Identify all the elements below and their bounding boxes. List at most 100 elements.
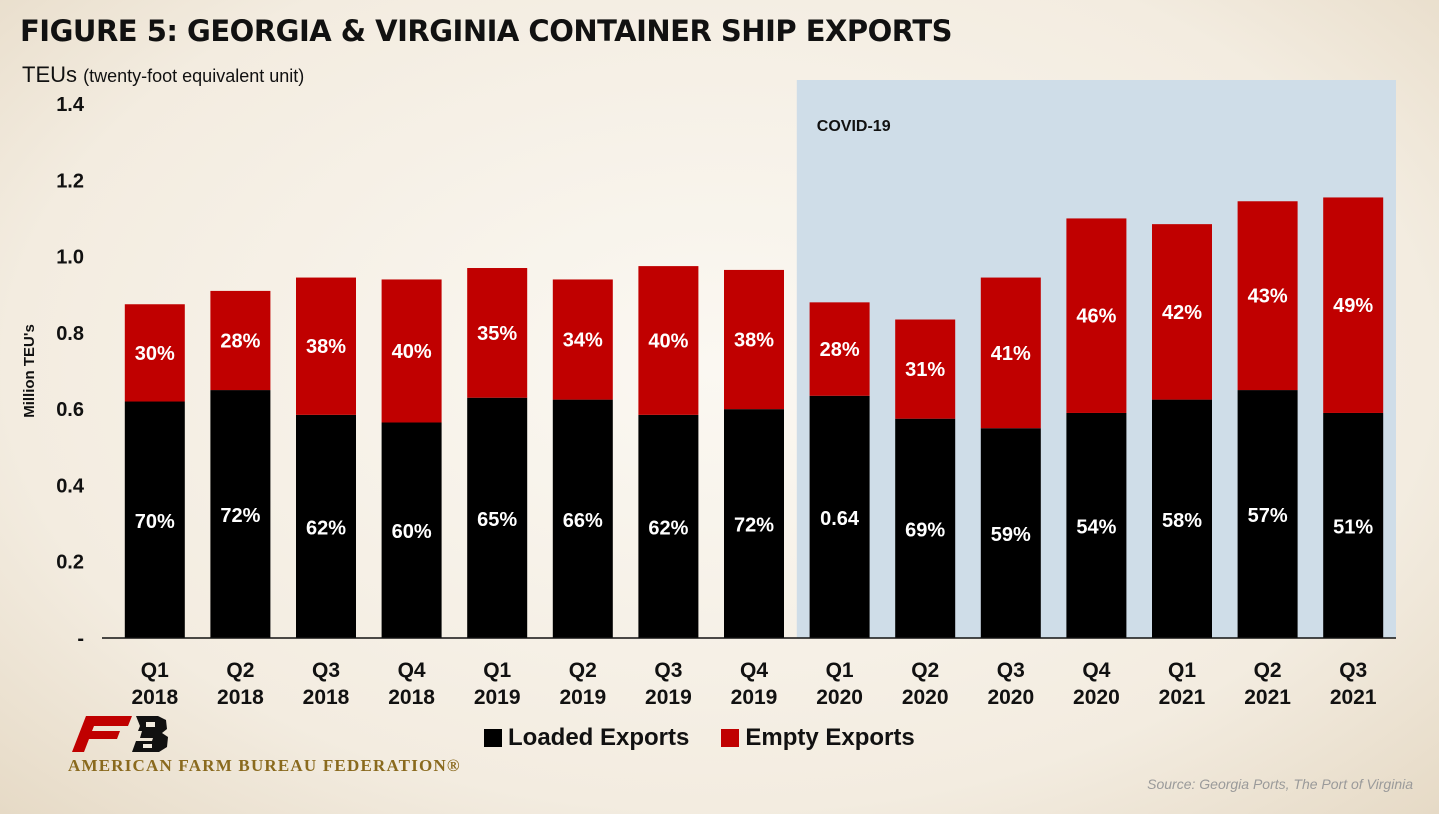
data-label-empty: 49% bbox=[1333, 295, 1373, 317]
bar-loaded-exports bbox=[638, 414, 699, 638]
data-label-loaded: 0.64 bbox=[820, 508, 860, 530]
data-label-loaded: 70% bbox=[135, 511, 175, 533]
data-label-empty: 38% bbox=[734, 330, 774, 352]
x-tick-label-quarter: Q3 bbox=[1339, 659, 1367, 682]
y-tick-label: 0.6 bbox=[56, 399, 84, 421]
legend-item-loaded: Loaded Exports bbox=[484, 724, 689, 752]
x-tick-label-year: 2018 bbox=[131, 686, 178, 709]
data-label-loaded: 69% bbox=[905, 519, 945, 541]
data-label-loaded: 66% bbox=[563, 510, 603, 532]
bar-loaded-exports bbox=[296, 414, 356, 638]
data-label-empty: 41% bbox=[991, 343, 1031, 365]
bar-empty-exports bbox=[1323, 197, 1384, 413]
data-label-empty: 28% bbox=[220, 330, 260, 352]
data-label-empty: 28% bbox=[820, 339, 860, 361]
bar-empty-exports bbox=[381, 279, 442, 423]
x-tick-label-quarter: Q4 bbox=[740, 659, 768, 682]
x-tick-label-quarter: Q3 bbox=[312, 659, 340, 682]
bar-loaded-exports bbox=[895, 418, 956, 638]
data-label-empty: 46% bbox=[1076, 306, 1116, 328]
x-tick-label-year: 2021 bbox=[1244, 686, 1291, 709]
bar-empty-exports bbox=[638, 266, 699, 415]
x-tick-label-quarter: Q2 bbox=[226, 659, 254, 682]
bar-empty-exports bbox=[467, 268, 528, 398]
subtitle-main: TEUs bbox=[22, 62, 77, 87]
data-label-empty: 35% bbox=[477, 323, 517, 345]
data-label-empty: 30% bbox=[135, 343, 175, 365]
bar-empty-exports bbox=[1152, 224, 1212, 400]
x-tick-label-year: 2020 bbox=[987, 686, 1034, 709]
bar-empty-exports bbox=[296, 277, 356, 415]
source-note: Source: Georgia Ports, The Port of Virgi… bbox=[1147, 776, 1413, 792]
bars-group: 70% 30% 72% 28% 62% 38% 60% 40% 65% 35% 66% 34% 62% 4… bbox=[124, 197, 1384, 638]
bar-empty-exports bbox=[210, 290, 271, 391]
bar-loaded-exports bbox=[1066, 412, 1127, 638]
bar-empty-exports bbox=[124, 304, 185, 402]
bar-loaded-exports bbox=[124, 401, 185, 638]
bar-empty-exports bbox=[980, 277, 1041, 429]
bar-empty-exports bbox=[724, 269, 784, 410]
chart-title: FIGURE 5: GEORGIA & VIRGINIA CONTAINER S… bbox=[20, 14, 952, 48]
y-tick-label: 1.2 bbox=[56, 170, 84, 192]
data-label-empty: 34% bbox=[563, 330, 603, 352]
bar-loaded-exports bbox=[210, 390, 271, 638]
bar-loaded-exports bbox=[552, 399, 613, 638]
data-label-loaded: 62% bbox=[306, 517, 346, 539]
y-axis-label: Million TEU's bbox=[21, 324, 38, 418]
x-tick-label-year: 2018 bbox=[217, 686, 264, 709]
covid-label: COVID-19 bbox=[817, 118, 891, 135]
bar-loaded-exports bbox=[381, 422, 442, 638]
data-label-loaded: 60% bbox=[392, 521, 432, 543]
x-tick-label-year: 2018 bbox=[303, 686, 350, 709]
organization-name: AMERICAN FARM BUREAU FEDERATION® bbox=[68, 756, 461, 775]
x-tick-label-year: 2021 bbox=[1330, 686, 1377, 709]
data-label-empty: 42% bbox=[1162, 302, 1202, 324]
x-tick-label-quarter: Q1 bbox=[483, 659, 511, 682]
data-label-empty: 38% bbox=[306, 336, 346, 358]
y-tick-label: 0.4 bbox=[56, 475, 85, 497]
legend-label-empty: Empty Exports bbox=[745, 724, 915, 751]
chart-subtitle: TEUs (twenty-foot equivalent unit) bbox=[22, 62, 304, 88]
data-label-loaded: 54% bbox=[1076, 516, 1116, 538]
x-tick-label-quarter: Q1 bbox=[826, 659, 854, 682]
data-label-empty: 43% bbox=[1248, 286, 1288, 308]
x-tick-label-quarter: Q3 bbox=[654, 659, 682, 682]
bar-loaded-exports bbox=[1237, 390, 1298, 638]
x-tick-label-year: 2019 bbox=[731, 686, 778, 709]
bar-loaded-exports bbox=[1323, 412, 1384, 638]
data-label-loaded: 65% bbox=[477, 509, 517, 531]
y-tick-label: - bbox=[77, 628, 84, 650]
data-label-empty: 40% bbox=[648, 330, 688, 352]
bar-loaded-exports bbox=[724, 409, 784, 638]
x-tick-label-year: 2020 bbox=[1073, 686, 1120, 709]
x-tick-label-quarter: Q2 bbox=[911, 659, 939, 682]
bar-loaded-exports bbox=[980, 428, 1041, 638]
legend: Loaded Exports Empty Exports bbox=[484, 724, 915, 752]
subtitle-note: (twenty-foot equivalent unit) bbox=[83, 66, 305, 86]
afbf-logo-icon bbox=[72, 716, 168, 752]
bar-empty-exports bbox=[895, 319, 956, 419]
bar-loaded-exports bbox=[1152, 399, 1212, 638]
x-tick-label-year: 2019 bbox=[559, 686, 606, 709]
bar-loaded-exports bbox=[467, 397, 528, 638]
bar-empty-exports bbox=[1237, 201, 1298, 391]
x-tick-label-quarter: Q1 bbox=[141, 659, 169, 682]
data-label-empty: 40% bbox=[392, 341, 432, 363]
x-tick-label-quarter: Q4 bbox=[398, 659, 426, 682]
data-label-loaded: 58% bbox=[1162, 510, 1202, 532]
y-axis-ticks: - 0.2 0.4 0.6 0.8 1.0 1.2 1.4 bbox=[56, 94, 85, 650]
data-label-loaded: 57% bbox=[1248, 505, 1288, 527]
data-label-loaded: 72% bbox=[220, 505, 260, 527]
x-tick-label-quarter: Q1 bbox=[1168, 659, 1196, 682]
legend-label-loaded: Loaded Exports bbox=[508, 724, 690, 751]
data-label-loaded: 59% bbox=[991, 524, 1031, 546]
legend-swatch-empty bbox=[721, 729, 740, 747]
y-tick-label: 1.4 bbox=[56, 94, 85, 116]
y-tick-label: 1.0 bbox=[56, 247, 84, 269]
bar-loaded-exports bbox=[809, 395, 870, 638]
x-tick-label-quarter: Q2 bbox=[569, 659, 597, 682]
data-label-empty: 31% bbox=[905, 359, 945, 381]
x-axis-labels: Q1 2018 Q2 2018 Q3 2018 Q4 2018 Q1 2019 Q2 2019 Q3 20… bbox=[131, 659, 1376, 709]
x-tick-label-quarter: Q2 bbox=[1254, 659, 1282, 682]
